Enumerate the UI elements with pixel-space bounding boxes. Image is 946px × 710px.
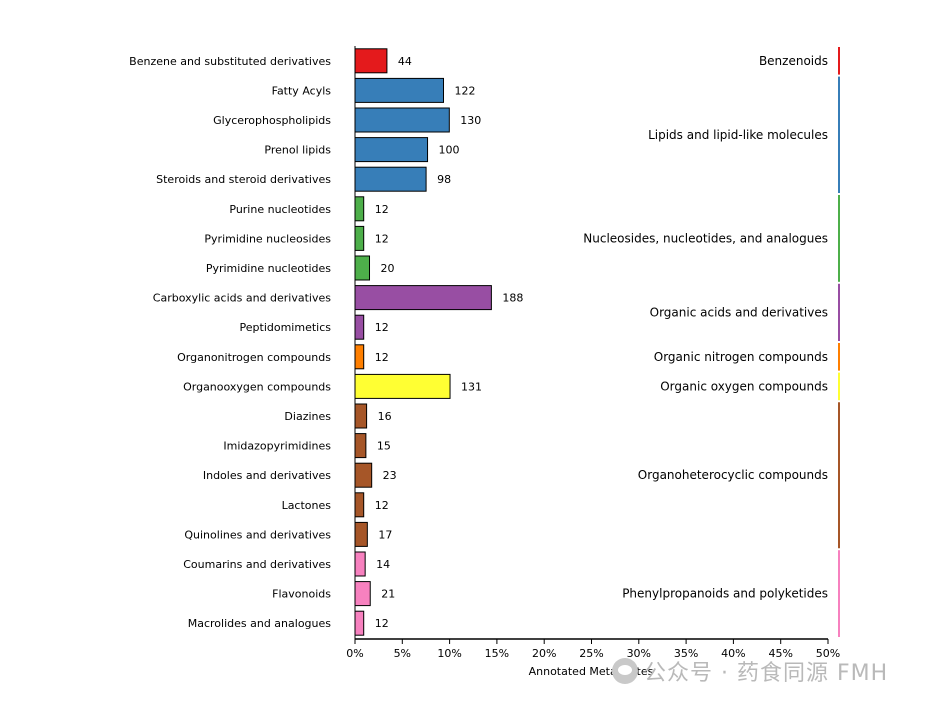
group-label: Organic oxygen compounds bbox=[660, 379, 828, 393]
category-label: Quinolines and derivatives bbox=[184, 528, 331, 541]
category-label: Benzene and substituted derivatives bbox=[129, 55, 331, 68]
x-tick-label: 5% bbox=[394, 647, 411, 660]
category-label: Fatty Acyls bbox=[272, 84, 332, 97]
value-label: 12 bbox=[375, 351, 389, 364]
value-label: 131 bbox=[461, 380, 482, 393]
value-label: 12 bbox=[375, 203, 389, 216]
category-label: Prenol lipids bbox=[264, 144, 331, 157]
value-label: 16 bbox=[378, 410, 392, 423]
category-label: Pyrimidine nucleosides bbox=[204, 232, 331, 245]
group-label: Organic acids and derivatives bbox=[650, 305, 828, 319]
bar bbox=[354, 344, 365, 370]
bar bbox=[354, 403, 368, 429]
category-label: Organooxygen compounds bbox=[183, 380, 331, 393]
group-label: Benzenoids bbox=[759, 54, 828, 68]
value-label: 122 bbox=[455, 84, 476, 97]
value-label: 12 bbox=[375, 232, 389, 245]
category-label: Purine nucleotides bbox=[229, 203, 331, 216]
x-tick-label: 50% bbox=[816, 647, 840, 660]
value-label: 14 bbox=[376, 558, 390, 571]
group-label: Phenylpropanoids and polyketides bbox=[622, 587, 828, 601]
group-label: Lipids and lipid-like molecules bbox=[648, 128, 828, 142]
group-annotations: Benzenoids Lipids and lipid-like molecule… bbox=[583, 47, 840, 637]
x-axis: 0% 5% 10% 15% 20% 25% 30% 35% 40% 45% 50% bbox=[346, 46, 840, 660]
bar bbox=[354, 285, 492, 311]
value-label: 21 bbox=[381, 588, 395, 601]
x-tick-label: 45% bbox=[768, 647, 792, 660]
category-label: Diazines bbox=[284, 410, 331, 423]
bar bbox=[354, 373, 451, 399]
category-label: Carboxylic acids and derivatives bbox=[153, 292, 331, 305]
category-label: Pyrimidine nucleotides bbox=[206, 262, 331, 275]
category-label: Peptidomimetics bbox=[240, 321, 332, 334]
value-label: 12 bbox=[375, 499, 389, 512]
value-label: 17 bbox=[378, 528, 392, 541]
bar bbox=[354, 551, 366, 577]
x-tick-label: 25% bbox=[579, 647, 603, 660]
bar bbox=[354, 610, 365, 636]
bars-layer bbox=[354, 48, 492, 636]
value-label: 12 bbox=[375, 617, 389, 630]
category-label: Macrolides and analogues bbox=[188, 617, 332, 630]
value-label: 98 bbox=[437, 173, 451, 186]
category-label: Indoles and derivatives bbox=[203, 469, 331, 482]
bar bbox=[354, 77, 445, 103]
value-label: 20 bbox=[381, 262, 395, 275]
bar bbox=[354, 48, 388, 74]
bar bbox=[354, 433, 367, 459]
x-tick-label: 40% bbox=[721, 647, 745, 660]
bar bbox=[354, 492, 365, 518]
x-tick-label: 35% bbox=[674, 647, 698, 660]
value-label: 12 bbox=[375, 321, 389, 334]
category-label: Steroids and steroid derivatives bbox=[156, 173, 331, 186]
category-label: Organonitrogen compounds bbox=[177, 351, 331, 364]
bar bbox=[354, 107, 450, 133]
category-label: Coumarins and derivatives bbox=[183, 558, 331, 571]
group-label: Organic nitrogen compounds bbox=[654, 350, 828, 364]
value-label: 23 bbox=[383, 469, 397, 482]
x-tick-label: 20% bbox=[532, 647, 556, 660]
value-label: 130 bbox=[460, 114, 481, 127]
bar bbox=[354, 166, 427, 192]
x-tick-label: 15% bbox=[485, 647, 509, 660]
bar bbox=[354, 521, 368, 547]
category-label: Imidazopyrimidines bbox=[223, 440, 331, 453]
value-labels: 44 122 130 100 98 12 12 20 188 12 12 131 16 15 23 12 17 1… bbox=[375, 55, 524, 630]
value-label: 188 bbox=[502, 292, 523, 305]
category-labels: Benzene and substituted derivatives Fatty… bbox=[129, 55, 331, 630]
group-label: Organoheterocyclic compounds bbox=[638, 468, 828, 482]
watermark: 公众号 · 药食同源 FMH bbox=[612, 654, 922, 688]
group-label: Nucleosides, nucleotides, and analogues bbox=[583, 231, 828, 245]
bar bbox=[354, 314, 365, 340]
wechat-logo-icon bbox=[612, 658, 638, 684]
bar bbox=[354, 196, 365, 222]
bar bbox=[354, 255, 371, 281]
watermark-text: 公众号 · 药食同源 FMH bbox=[644, 661, 889, 686]
value-label: 15 bbox=[377, 440, 391, 453]
category-label: Lactones bbox=[282, 499, 332, 512]
value-label: 100 bbox=[439, 144, 460, 157]
bar bbox=[354, 581, 371, 607]
category-label: Glycerophospholipids bbox=[213, 114, 331, 127]
value-label: 44 bbox=[398, 55, 412, 68]
bar bbox=[354, 225, 365, 251]
category-label: Flavonoids bbox=[272, 588, 331, 601]
x-tick-label: 30% bbox=[627, 647, 651, 660]
bar bbox=[354, 462, 373, 488]
x-tick-label: 10% bbox=[437, 647, 461, 660]
x-tick-label: 0% bbox=[346, 647, 363, 660]
bar bbox=[354, 137, 429, 163]
